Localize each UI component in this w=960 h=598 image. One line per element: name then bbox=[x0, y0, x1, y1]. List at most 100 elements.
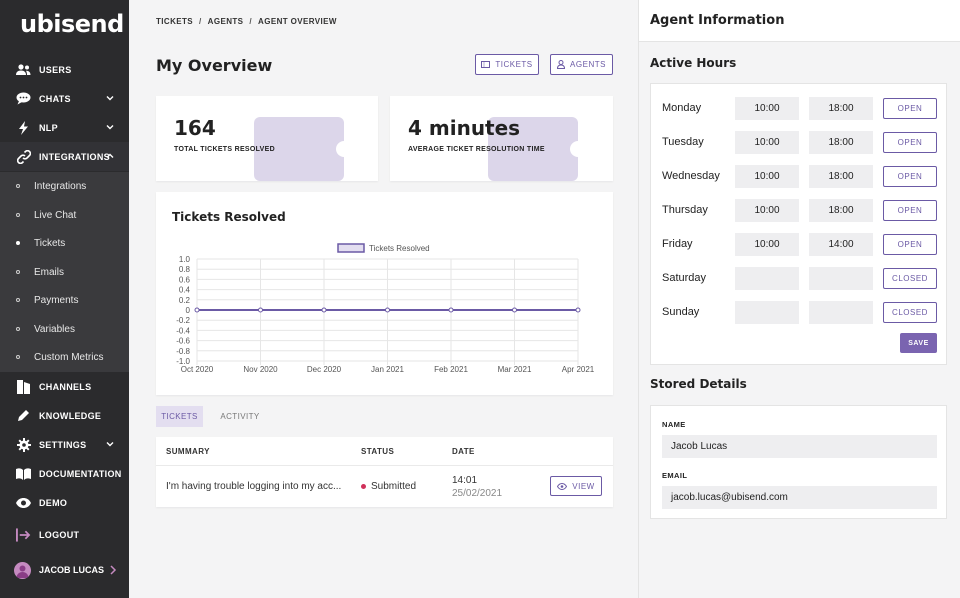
sub-item-live-chat[interactable]: Live Chat bbox=[0, 201, 129, 229]
end-time-input[interactable]: 18:00 bbox=[809, 97, 873, 120]
agents-button-label: AGENTS bbox=[570, 60, 606, 69]
sub-item-tickets[interactable]: Tickets bbox=[0, 229, 129, 257]
end-time-input[interactable]: 14:00 bbox=[809, 233, 873, 256]
start-time-input[interactable] bbox=[735, 267, 799, 290]
save-button[interactable]: SAVE bbox=[900, 333, 937, 353]
col-summary: SUMMARY bbox=[166, 447, 210, 456]
day-state-toggle[interactable]: OPEN bbox=[883, 98, 937, 119]
day-label: Friday bbox=[662, 238, 693, 250]
nav-channels[interactable]: CHANNELS bbox=[0, 372, 129, 401]
nav-logout-label: LOGOUT bbox=[39, 529, 80, 540]
integrations-submenu: Integrations Live Chat Tickets Emails Pa… bbox=[0, 172, 129, 372]
chevron-up-icon bbox=[106, 153, 114, 158]
channels-icon bbox=[16, 379, 31, 394]
end-time-input[interactable]: 18:00 bbox=[809, 199, 873, 222]
start-time-input[interactable]: 10:00 bbox=[735, 165, 799, 188]
nav-integrations[interactable]: INTEGRATIONS bbox=[0, 142, 129, 171]
email-label: EMAIL bbox=[662, 471, 688, 480]
day-state-toggle[interactable]: OPEN bbox=[883, 200, 937, 221]
end-time-input[interactable]: 18:00 bbox=[809, 165, 873, 188]
x-tick-label: Apr 2021 bbox=[562, 365, 595, 374]
nav-chats-label: CHATS bbox=[39, 93, 71, 104]
tickets-button[interactable]: TICKETS bbox=[475, 54, 539, 75]
stored-details-title: Stored Details bbox=[650, 377, 747, 391]
data-point bbox=[321, 307, 327, 313]
start-time-input[interactable]: 10:00 bbox=[735, 131, 799, 154]
breadcrumb: TICKETS / AGENTS / AGENT OVERVIEW bbox=[156, 17, 337, 26]
ubisend-logo[interactable]: ubisend bbox=[20, 10, 124, 38]
view-ticket-button[interactable]: VIEW bbox=[550, 476, 602, 496]
nav-users[interactable]: USERS bbox=[0, 55, 129, 84]
nav-nlp-label: NLP bbox=[39, 122, 58, 133]
stat-value: 164 bbox=[174, 116, 216, 140]
bullet-icon bbox=[16, 213, 20, 217]
sub-item-emails[interactable]: Emails bbox=[0, 258, 129, 286]
end-time-input[interactable]: 18:00 bbox=[809, 131, 873, 154]
breadcrumb-tickets[interactable]: TICKETS bbox=[156, 17, 194, 26]
breadcrumb-separator: / bbox=[249, 17, 253, 26]
ticket-time: 14:01 bbox=[452, 475, 478, 486]
tab-tickets[interactable]: TICKETS bbox=[156, 406, 203, 427]
start-time-input[interactable]: 10:00 bbox=[735, 233, 799, 256]
panel-title: Agent Information bbox=[650, 13, 785, 28]
nav-documentation[interactable]: DOCUMENTATION bbox=[0, 459, 129, 488]
day-label: Wednesday bbox=[662, 170, 720, 182]
table-divider bbox=[156, 465, 613, 466]
sidebar: ubisend USERS CHATS NLP INTEGRATIONS Int… bbox=[0, 0, 129, 598]
data-point bbox=[575, 307, 581, 313]
start-time-input[interactable] bbox=[735, 301, 799, 324]
nav-channels-label: CHANNELS bbox=[39, 381, 92, 392]
name-field[interactable]: Jacob Lucas bbox=[662, 435, 937, 458]
day-state-toggle[interactable]: CLOSED bbox=[883, 302, 937, 323]
book-icon bbox=[16, 467, 31, 481]
name-label: NAME bbox=[662, 420, 686, 429]
nav-chats[interactable]: CHATS bbox=[0, 84, 129, 113]
y-tick-label: -0.8 bbox=[176, 347, 190, 356]
end-time-input[interactable] bbox=[809, 267, 873, 290]
start-time-input[interactable]: 10:00 bbox=[735, 199, 799, 222]
sub-item-label: Variables bbox=[34, 323, 75, 335]
x-tick-label: Mar 2021 bbox=[498, 365, 532, 374]
sub-item-variables[interactable]: Variables bbox=[0, 315, 129, 343]
tab-activity[interactable]: ACTIVITY bbox=[220, 412, 260, 421]
day-state-toggle[interactable]: OPEN bbox=[883, 166, 937, 187]
nav-knowledge[interactable]: KNOWLEDGE bbox=[0, 401, 129, 430]
sub-item-custom-metrics[interactable]: Custom Metrics bbox=[0, 343, 129, 371]
end-time-input[interactable] bbox=[809, 301, 873, 324]
chat-bubble-icon bbox=[16, 92, 31, 106]
bullet-icon bbox=[16, 270, 20, 274]
chevron-down-icon bbox=[106, 96, 114, 101]
day-state-toggle[interactable]: OPEN bbox=[883, 234, 937, 255]
start-time-input[interactable]: 10:00 bbox=[735, 97, 799, 120]
ticket-date: 25/02/2021 bbox=[452, 488, 503, 499]
nav-users-label: USERS bbox=[39, 64, 72, 75]
lightning-icon bbox=[16, 120, 31, 135]
ticket-summary: I'm having trouble logging into my acc..… bbox=[166, 481, 342, 492]
stat-value: 4 minutes bbox=[408, 116, 521, 140]
sub-item-payments[interactable]: Payments bbox=[0, 286, 129, 314]
data-point bbox=[194, 307, 200, 313]
view-ticket-label: VIEW bbox=[572, 481, 595, 491]
x-tick-label: Oct 2020 bbox=[181, 365, 214, 374]
email-field[interactable]: jacob.lucas@ubisend.com bbox=[662, 486, 937, 509]
y-tick-label: 0.6 bbox=[179, 275, 191, 284]
nav-nlp[interactable]: NLP bbox=[0, 113, 129, 142]
legend-label: Tickets Resolved bbox=[369, 244, 430, 253]
nav-integrations-label: INTEGRATIONS bbox=[39, 151, 110, 162]
users-icon bbox=[16, 63, 31, 77]
nav-settings[interactable]: SETTINGS bbox=[0, 430, 129, 459]
stat-card-resolution-time: 4 minutes AVERAGE TICKET RESOLUTION TIME bbox=[390, 96, 613, 181]
nav-demo[interactable]: DEMO bbox=[0, 488, 129, 517]
nav-logout[interactable]: LOGOUT bbox=[0, 520, 129, 549]
sub-item-integrations[interactable]: Integrations bbox=[0, 172, 129, 200]
data-point bbox=[258, 307, 263, 313]
breadcrumb-agents[interactable]: AGENTS bbox=[207, 17, 244, 26]
user-menu[interactable]: JACOB LUCAS bbox=[0, 555, 129, 585]
agents-button[interactable]: AGENTS bbox=[550, 54, 613, 75]
active-hours-title: Active Hours bbox=[650, 56, 737, 70]
nav-demo-label: DEMO bbox=[39, 497, 68, 508]
y-tick-label: -0.2 bbox=[176, 316, 190, 325]
page-title: My Overview bbox=[156, 56, 273, 75]
day-state-toggle[interactable]: OPEN bbox=[883, 132, 937, 153]
day-state-toggle[interactable]: CLOSED bbox=[883, 268, 937, 289]
